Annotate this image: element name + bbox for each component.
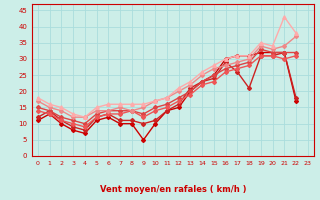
X-axis label: Vent moyen/en rafales ( km/h ): Vent moyen/en rafales ( km/h )	[100, 185, 246, 194]
